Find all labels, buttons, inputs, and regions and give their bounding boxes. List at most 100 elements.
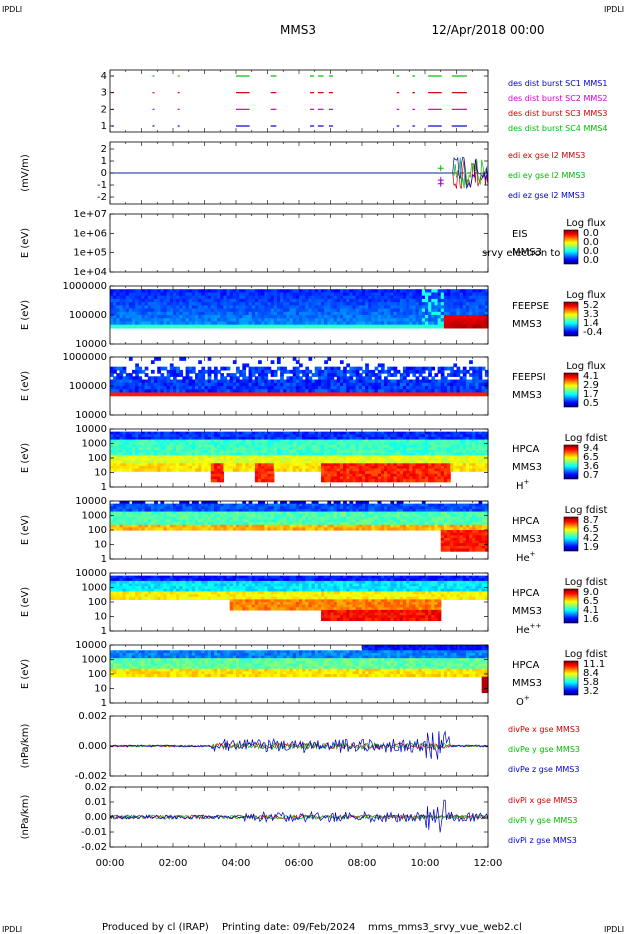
spectrogram-cell (261, 315, 265, 319)
spectrogram-cell (346, 369, 350, 374)
spectrogram-cell (195, 295, 199, 300)
spectrogram-cell (125, 434, 130, 438)
spectrogram-cell (154, 434, 158, 438)
spectrogram-cell (198, 463, 202, 467)
spectrogram-cell (254, 392, 259, 397)
spectrogram-cell (147, 439, 152, 443)
y-tick-label: 1000 (82, 439, 107, 450)
spectrogram-cell (182, 305, 187, 310)
spectrogram-cell (150, 389, 155, 394)
spectrogram-cell (213, 439, 218, 443)
spectrogram-cell (239, 324, 243, 329)
spectrogram-cell (292, 298, 297, 303)
spectrogram-cell (179, 444, 184, 449)
spectrogram-cell (349, 292, 354, 297)
spectrogram-cell (431, 366, 436, 371)
spectrogram-cell (154, 295, 158, 300)
spectrogram-cell (261, 473, 265, 478)
spectrogram-cell (213, 324, 218, 329)
spectrogram-cell (188, 463, 193, 467)
spectrogram-cell (484, 321, 489, 326)
spectrogram-cell (314, 315, 319, 319)
spectrogram-cell (339, 321, 344, 326)
spectrogram-cell (119, 465, 124, 470)
spectrogram-cell (374, 373, 379, 377)
spectrogram-cell (128, 292, 133, 297)
spectrogram-cell (116, 468, 121, 472)
spectrogram-cell (276, 389, 281, 394)
spectrogram-cell (343, 376, 347, 381)
spectrogram-cell (169, 465, 174, 470)
spectrogram-cell (144, 436, 149, 441)
spectrogram-cell (343, 382, 347, 387)
spectrogram-cell (406, 382, 410, 387)
spectrogram-cell (217, 302, 221, 306)
spectrogram-cell (365, 363, 369, 368)
spectrogram-cell (125, 450, 130, 454)
spectrogram-cell (248, 308, 253, 313)
spectrogram-cell (289, 392, 294, 397)
spectrogram-cell (469, 311, 473, 316)
spectrogram-cell (292, 447, 297, 451)
colorbar-tick-label: 0.0 (583, 246, 599, 257)
spectrogram-cell (302, 386, 306, 390)
spectrogram-cell (176, 463, 180, 467)
spectrogram-cell (232, 324, 237, 329)
spectrogram-cell (261, 471, 265, 475)
spectrogram-cell (311, 392, 316, 397)
spectrogram-cell (245, 315, 250, 319)
spectrogram-cell (358, 389, 363, 394)
spectrogram-cell (440, 305, 445, 310)
spectrogram-cell (469, 386, 473, 390)
spectrogram-cell (176, 373, 180, 377)
spectrogram-cell (169, 458, 174, 462)
spectrogram-cell (179, 386, 184, 390)
spectrogram-cell (387, 389, 391, 394)
spectrogram-cell (210, 468, 215, 472)
spectrogram-cell (163, 298, 168, 303)
spectrogram-cell (232, 321, 237, 326)
spectrogram-cell (365, 386, 369, 390)
spectrogram-cell (462, 292, 467, 297)
spectrogram-cell (113, 292, 117, 297)
spectrogram-cell (264, 308, 269, 313)
spectrogram-cell (324, 389, 328, 394)
spectrogram-cell (308, 465, 313, 470)
spectrogram-cell (317, 431, 322, 435)
spectrogram-cell (138, 308, 143, 313)
spectrogram-cell (264, 382, 269, 387)
spectrogram-cell (191, 311, 196, 316)
spectrogram-cell (286, 315, 291, 319)
spectrogram-cell (459, 308, 464, 313)
spectrogram-cell (210, 321, 215, 326)
spectrogram-cell (154, 289, 158, 294)
spectrogram-cell (125, 302, 130, 306)
spectrogram-cell (481, 308, 486, 313)
spectrogram-cell (465, 308, 470, 313)
spectrogram-cell (217, 379, 221, 384)
spectrogram-cell (201, 366, 206, 371)
spectrogram-cell (428, 292, 432, 297)
spectrogram-cell (409, 379, 413, 384)
spectrogram-cell (440, 376, 445, 381)
spectrogram-cell (462, 308, 467, 313)
spectrogram-cell (302, 379, 306, 384)
spectrogram-cell (242, 366, 247, 371)
spectrogram-cell (443, 382, 448, 387)
spectrogram-cell (437, 308, 442, 313)
spectrogram-cell (280, 311, 284, 316)
spectrogram-cell (245, 447, 250, 451)
spectrogram-cell (135, 386, 139, 390)
spectrogram-cell (346, 308, 350, 313)
spectrogram-cell (210, 436, 215, 441)
spectrogram-cell (264, 373, 269, 377)
spectrogram-cell (217, 389, 221, 394)
spectrogram-cell (289, 465, 294, 470)
spectrogram-cell (173, 463, 177, 467)
spectrogram-cell (223, 295, 228, 300)
spectrogram-cell (346, 298, 350, 303)
colorbar-tick-label: -0.4 (583, 327, 603, 338)
spectrogram-cell (122, 369, 127, 374)
spectrogram-cell (191, 458, 196, 462)
spectrogram-cell (207, 389, 212, 394)
